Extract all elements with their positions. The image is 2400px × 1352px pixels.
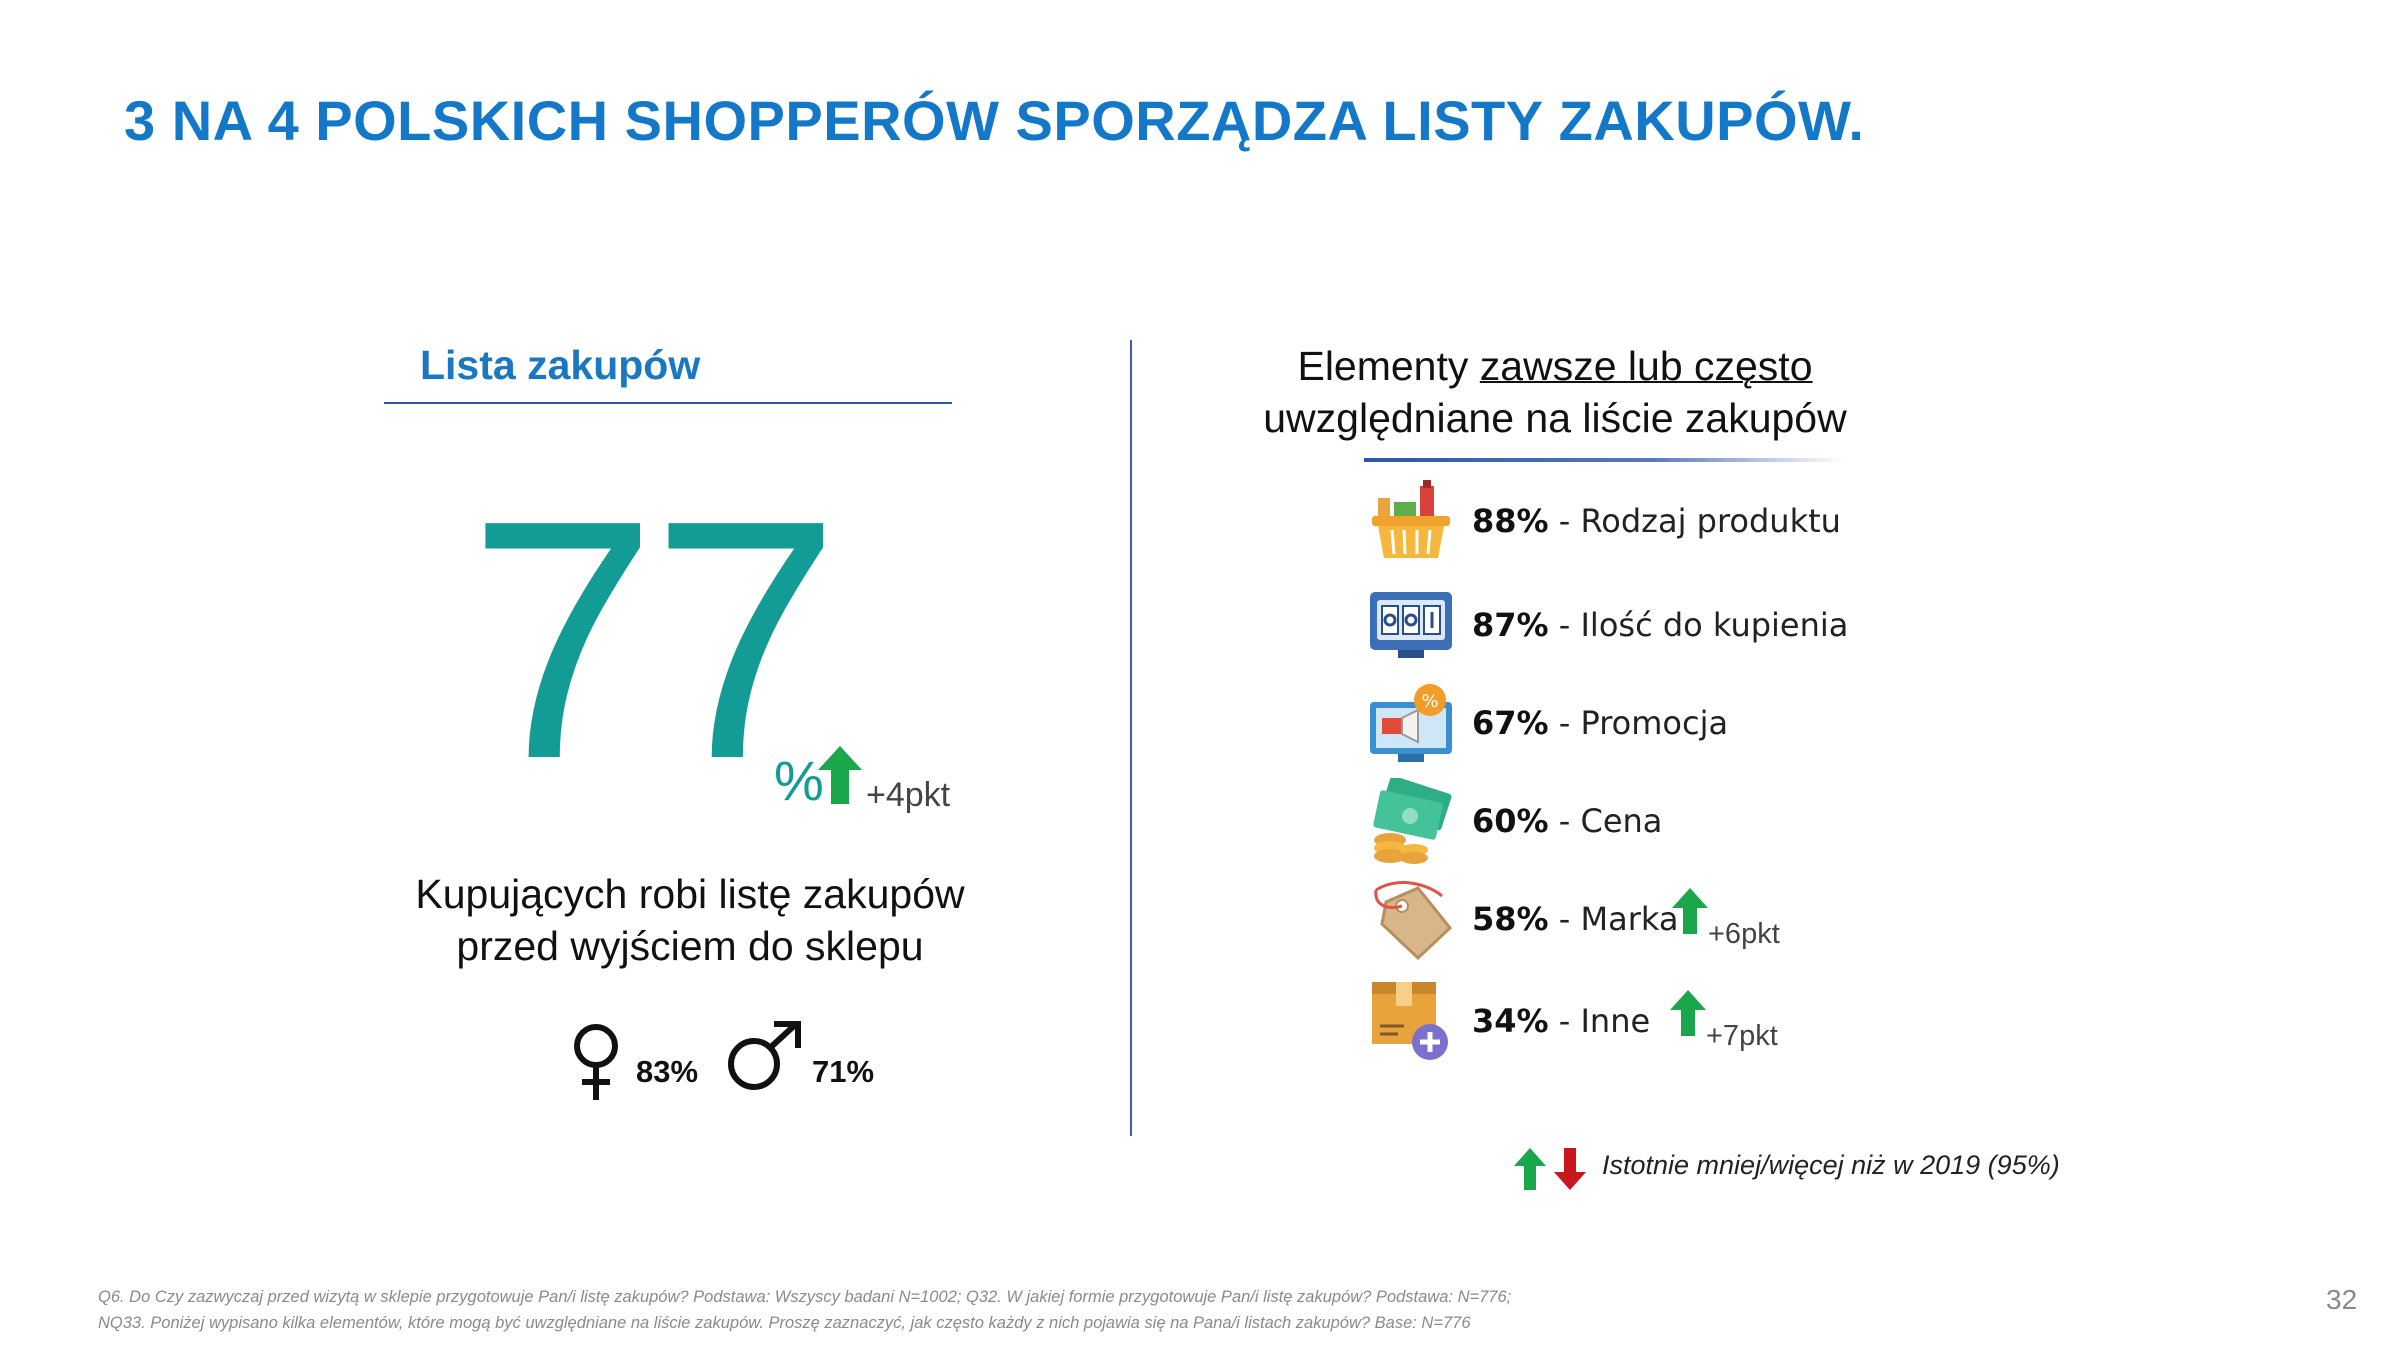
item-text: 88% - Rodzaj produktu: [1472, 502, 1841, 540]
list-item: 58% - Marka +6pkt: [1368, 876, 1888, 966]
item-label: - Rodzaj produktu: [1548, 502, 1841, 540]
right-heading-line2: uwzględniane na liście zakupów: [1263, 395, 1847, 441]
footnote: Q6. Do Czy zazwyczaj przed wizytą w skle…: [98, 1284, 1748, 1336]
counter-display-icon: [1368, 582, 1454, 668]
page-number: 32: [2326, 1284, 2358, 1315]
right-heading-prefix: Elementy: [1297, 343, 1469, 389]
list-item: 87% - Ilość do kupienia: [1368, 582, 1888, 672]
list-item: 34% - Inne +7pkt: [1368, 978, 1888, 1068]
item-text: 60% - Cena: [1472, 802, 1662, 840]
vertical-divider: [1130, 340, 1132, 1136]
shopping-basket-icon: [1368, 478, 1454, 564]
item-percentage: 34%: [1472, 1002, 1549, 1040]
item-label: - Ilość do kupienia: [1548, 606, 1849, 644]
female-percentage: 83%: [636, 1054, 699, 1089]
item-text: 87% - Ilość do kupienia: [1472, 606, 1848, 644]
statistic-description-line1: Kupujących robi listę zakupów: [415, 871, 965, 917]
item-label: - Promocja: [1548, 704, 1729, 742]
money-coins-icon: [1368, 775, 1454, 864]
statistic-description: Kupujących robi listę zakupów przed wyjś…: [360, 868, 1020, 972]
left-heading-underline: [384, 402, 952, 404]
up-arrow-icon: [818, 746, 862, 809]
item-text: 34% - Inne: [1472, 1002, 1650, 1040]
item-percentage: 87%: [1472, 606, 1549, 644]
female-symbol-icon: [568, 1022, 624, 1107]
right-heading-line1: Elementy zawsze lub często: [1230, 340, 1880, 392]
male-symbol-icon: [724, 1020, 804, 1099]
item-change: +6pkt: [1708, 918, 1780, 950]
list-item: 60% - Cena: [1368, 775, 1888, 868]
item-label: - Marka: [1548, 900, 1679, 938]
item-percentage: 58%: [1472, 900, 1549, 938]
item-change: +7pkt: [1706, 1020, 1778, 1052]
right-section-heading: Elementy zawsze lub często uwzględniane …: [1230, 340, 1880, 444]
promotion-monitor-icon: %: [1368, 680, 1454, 766]
item-percentage: 67%: [1472, 704, 1549, 742]
right-heading-underline: [1364, 458, 1844, 462]
svg-text:%: %: [1421, 691, 1438, 712]
item-text: 58% - Marka: [1472, 900, 1678, 938]
item-percentage: 60%: [1472, 802, 1549, 840]
left-section-heading: Lista zakupów: [420, 342, 701, 388]
slide-title: 3 NA 4 POLSKICH SHOPPERÓW SPORZĄDZA LIST…: [124, 89, 1865, 152]
legend-up-arrow-icon: [1514, 1148, 1546, 1195]
list-item: 88% - Rodzaj produktu: [1368, 478, 1888, 568]
right-heading-emphasis: zawsze lub często: [1479, 343, 1813, 389]
up-arrow-icon: [1672, 888, 1708, 939]
item-label: - Cena: [1548, 802, 1663, 840]
legend-down-arrow-icon: [1554, 1148, 1586, 1195]
male-percentage: 71%: [812, 1054, 875, 1089]
statistic-description-line2: przed wyjściem do sklepu: [456, 923, 924, 969]
item-label: - Inne: [1548, 1002, 1651, 1040]
list-item: % 67% - Promocja: [1368, 680, 1888, 770]
big-statistic-number: 77: [468, 450, 840, 830]
price-tag-icon: [1368, 876, 1454, 962]
item-text: 67% - Promocja: [1472, 704, 1728, 742]
footnote-line2: NQ33. Poniżej wypisano kilka elementów, …: [98, 1314, 1471, 1332]
footnote-line1: Q6. Do Czy zazwyczaj przed wizytą w skle…: [98, 1288, 1512, 1306]
box-add-icon: [1368, 978, 1454, 1064]
up-arrow-icon: [1670, 990, 1706, 1041]
big-statistic-change: +4pkt: [866, 776, 951, 814]
item-percentage: 88%: [1472, 502, 1549, 540]
legend-text: Istotnie mniej/więcej niż w 2019 (95%): [1602, 1150, 2060, 1180]
big-statistic-percent-sign: %: [774, 749, 824, 812]
